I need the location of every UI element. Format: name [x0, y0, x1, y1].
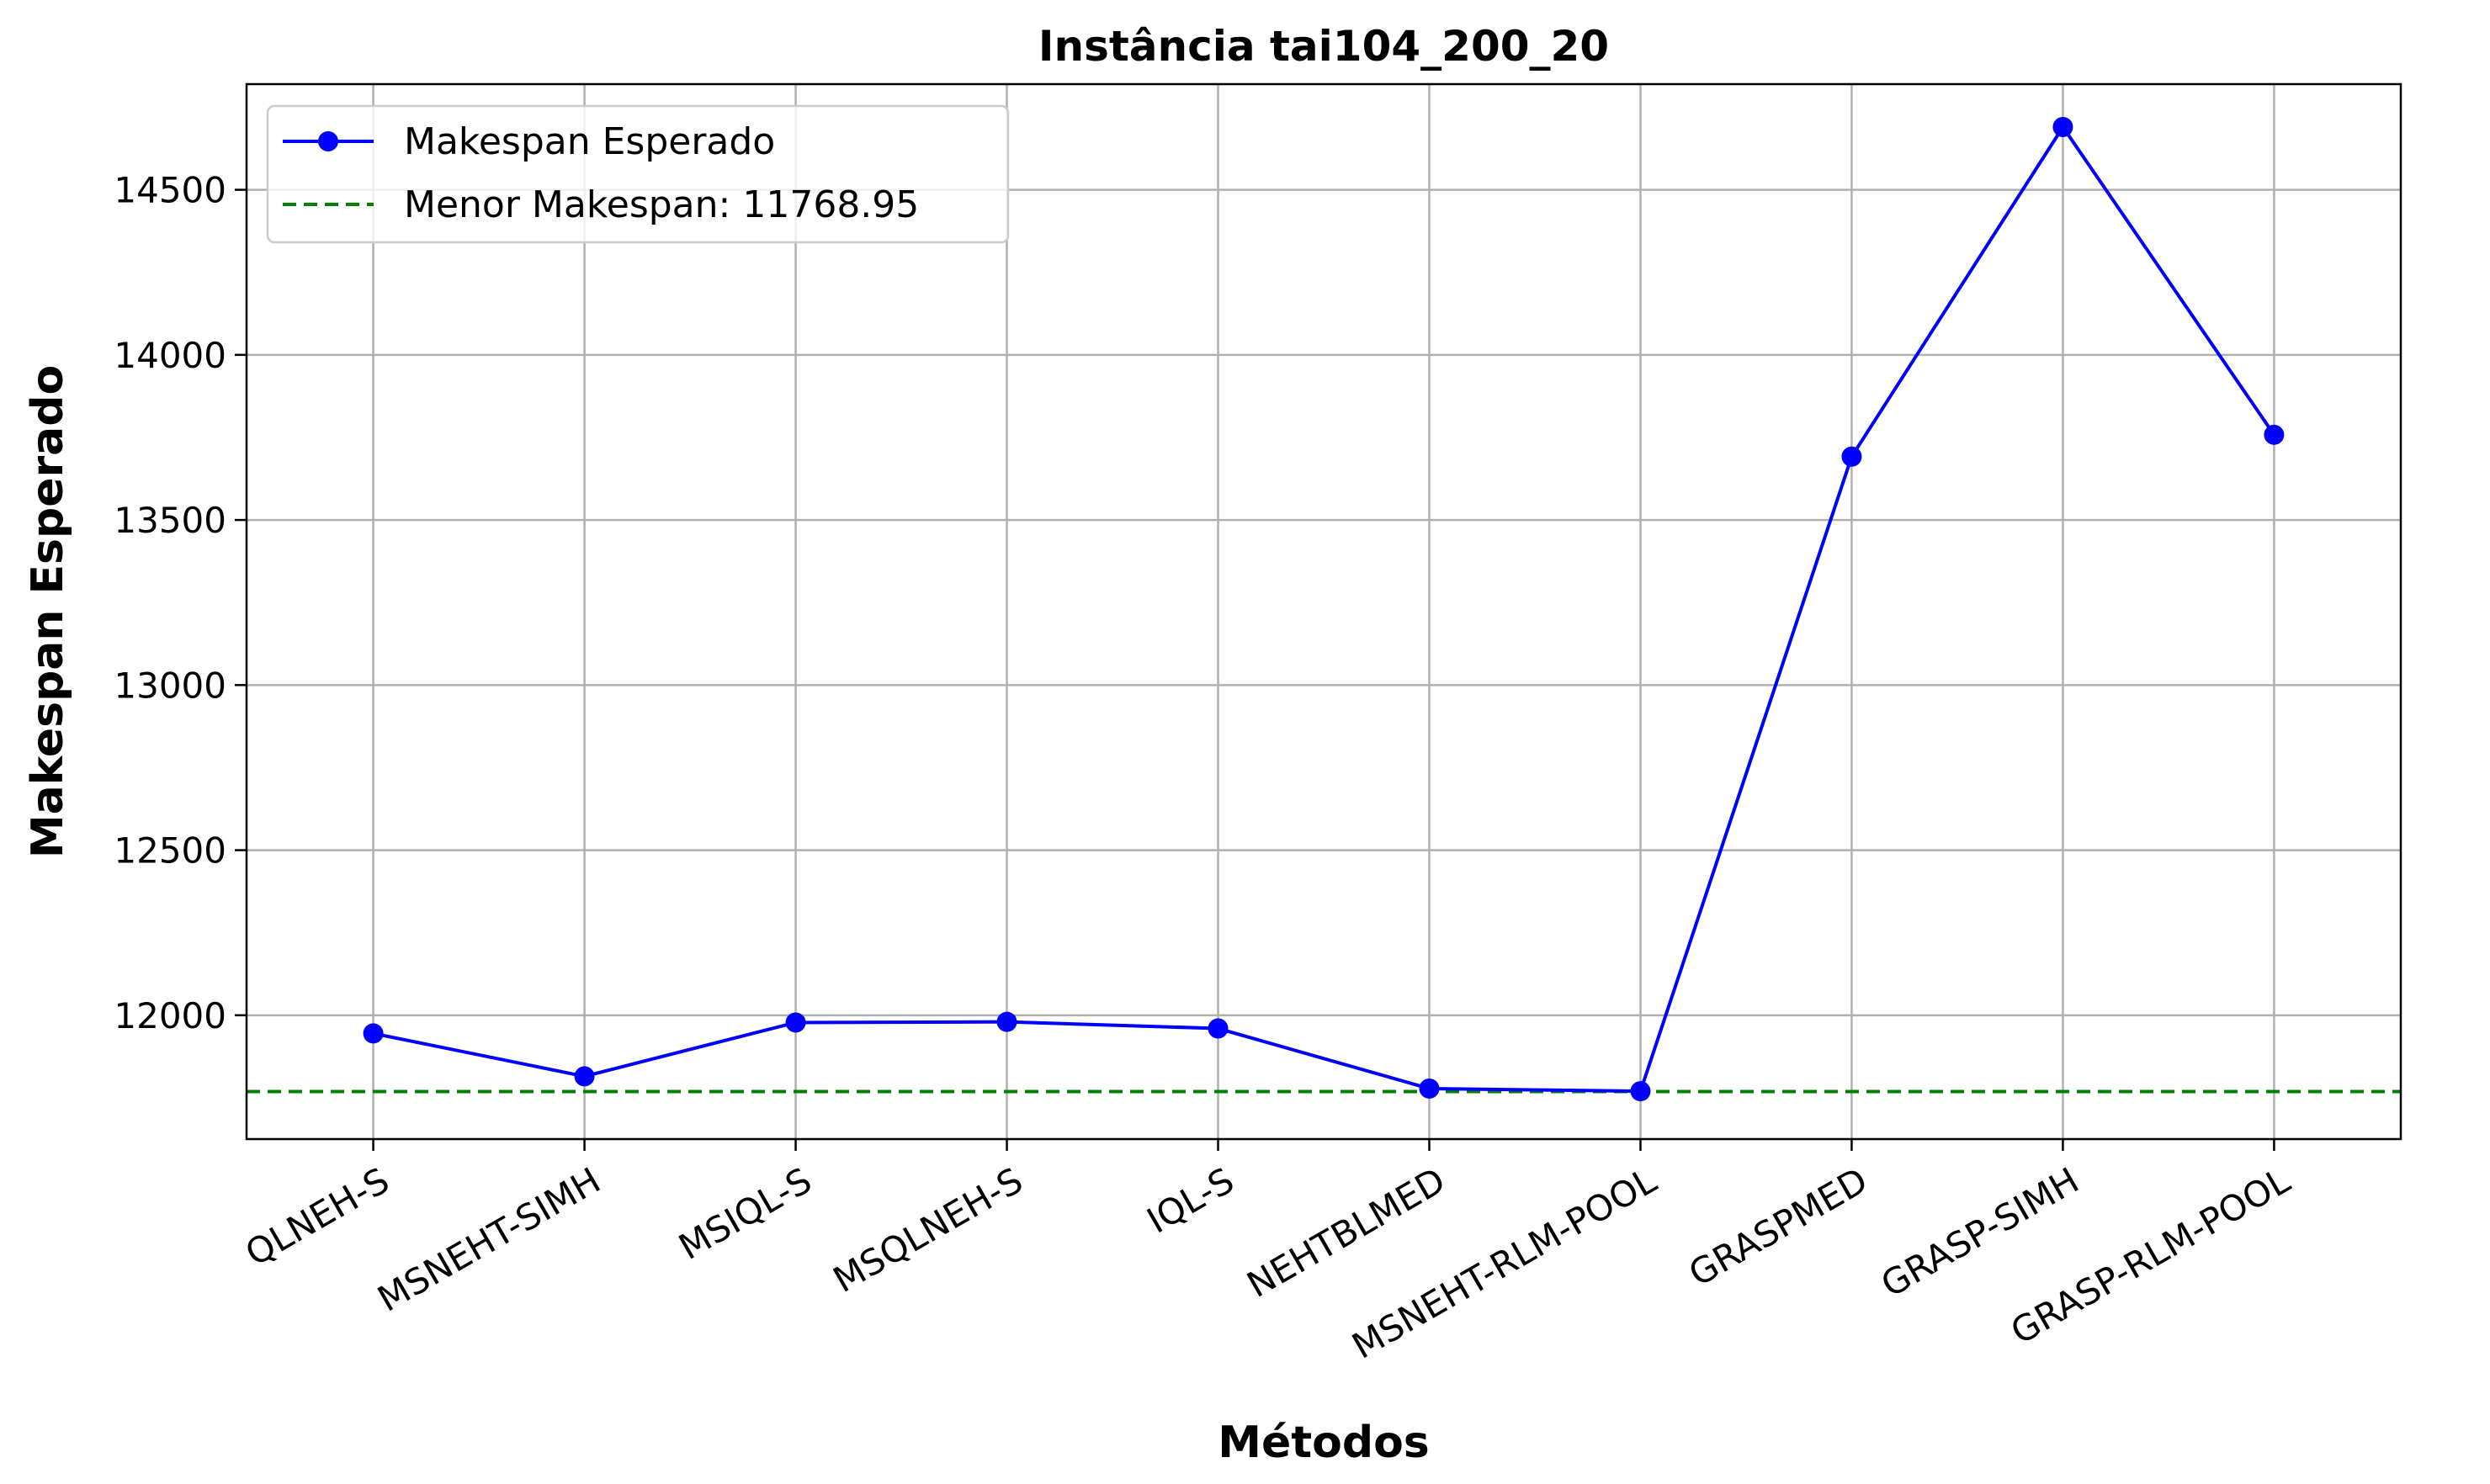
series-line — [373, 124, 2276, 1094]
data-point — [1208, 1018, 1229, 1039]
legend-reference-label: Menor Makespan: 11768.95 — [404, 183, 919, 226]
data-point — [1419, 1078, 1440, 1099]
y-tick-label: 13500 — [114, 500, 226, 541]
plot-frame — [245, 82, 2402, 1141]
data-point — [2264, 424, 2285, 445]
data-point — [785, 1012, 806, 1033]
y-tick-label: 14000 — [114, 335, 226, 376]
y-axis-label: Makespan Esperado — [23, 365, 73, 858]
data-point — [1841, 446, 1862, 467]
data-point — [996, 1011, 1017, 1032]
legend-series-label: Makespan Esperado — [404, 120, 775, 163]
legend-series-marker — [318, 131, 338, 151]
legend: Makespan Esperado Menor Makespan: 11768.… — [266, 104, 1010, 244]
series-layer — [363, 117, 2285, 1102]
y-tick-label: 14500 — [114, 170, 226, 211]
chart-title: Instância tai104_200_20 — [1038, 22, 1609, 71]
data-point — [574, 1066, 595, 1087]
data-point — [363, 1023, 384, 1044]
y-ticks: 12000 12500 13000 13500 14000 14500 — [114, 170, 247, 1036]
y-tick-label: 13000 — [114, 665, 226, 706]
data-point — [1630, 1081, 1651, 1102]
y-tick-label: 12500 — [114, 830, 226, 872]
x-axis-label: Métodos — [1218, 1418, 1430, 1468]
data-point — [2052, 117, 2073, 138]
y-tick-label: 12000 — [114, 995, 226, 1036]
legend-box — [266, 104, 1010, 244]
